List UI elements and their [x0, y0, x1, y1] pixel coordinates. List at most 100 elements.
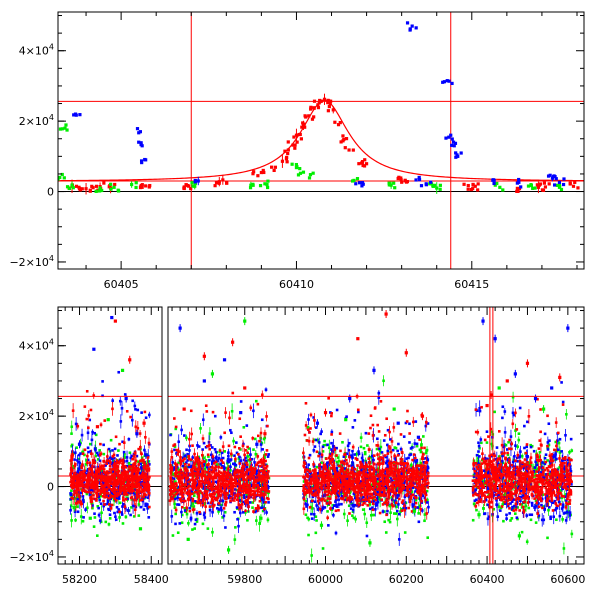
data-point: [187, 463, 191, 467]
data-point: [222, 475, 226, 478]
data-point: [184, 183, 188, 187]
data-point: [89, 468, 93, 471]
data-point: [206, 475, 210, 479]
data-point: [400, 180, 404, 184]
data-point: [232, 492, 235, 496]
data-point: [132, 491, 135, 494]
data-point: [134, 185, 138, 190]
data-point: [138, 432, 142, 435]
data-point: [97, 453, 100, 457]
data-point: [342, 512, 346, 516]
data-point: [261, 471, 265, 475]
data-point: [135, 454, 139, 458]
data-point: [387, 518, 390, 522]
data-point: [267, 476, 270, 480]
data-point: [108, 459, 111, 463]
data-point: [76, 510, 80, 514]
data-point: [109, 187, 113, 191]
data-point: [140, 490, 143, 494]
data-point: [254, 480, 258, 483]
data-point: [193, 481, 196, 484]
data-point: [359, 436, 363, 439]
data-point: [177, 449, 180, 453]
data-point: [224, 411, 227, 414]
data-point: [259, 443, 263, 446]
data-point: [87, 426, 90, 430]
data-point: [176, 453, 179, 456]
data-point: [338, 121, 342, 125]
data-point: [476, 182, 480, 186]
data-point: [188, 492, 192, 495]
data-point: [218, 499, 222, 503]
data-point: [243, 496, 246, 500]
data-point: [200, 462, 204, 465]
data-point: [354, 182, 358, 186]
data-point: [351, 426, 355, 429]
data-point: [116, 510, 120, 514]
data-point: [188, 506, 191, 510]
data-point: [181, 491, 185, 495]
data-point: [126, 480, 130, 484]
data-point: [144, 184, 148, 188]
x-tick-label: 60410: [279, 278, 314, 291]
data-point: [347, 504, 351, 508]
data-point: [69, 493, 73, 497]
data-point: [229, 465, 232, 469]
data-point: [286, 151, 290, 156]
data-point: [262, 497, 266, 501]
data-point: [328, 101, 332, 106]
bottom-plot-area: [58, 307, 584, 564]
data-point: [258, 521, 262, 525]
data-point: [91, 506, 94, 510]
data-point: [240, 475, 243, 478]
data-point: [133, 493, 136, 496]
data-point: [330, 508, 334, 511]
data-point: [180, 487, 184, 490]
data-point: [217, 508, 221, 511]
data-point: [91, 471, 94, 475]
data-point: [205, 463, 209, 467]
data-point: [215, 455, 218, 459]
data-point: [309, 105, 313, 109]
data-point: [203, 481, 206, 485]
data-point: [200, 482, 203, 486]
data-point: [76, 424, 80, 428]
data-point: [71, 466, 75, 470]
data-point: [145, 482, 149, 485]
data-point: [69, 504, 73, 507]
data-point: [392, 181, 396, 185]
data-point: [74, 518, 77, 522]
data-point: [89, 442, 92, 446]
data-point: [73, 497, 76, 500]
data-point: [265, 183, 269, 187]
data-point: [253, 461, 256, 464]
data-point: [206, 496, 209, 500]
data-point: [347, 148, 351, 152]
data-point: [94, 184, 99, 188]
data-point: [83, 469, 86, 473]
data-point: [259, 431, 263, 435]
data-point: [109, 507, 113, 510]
data-point: [242, 494, 246, 497]
data-point: [267, 453, 270, 456]
data-point: [261, 448, 264, 451]
data-point: [127, 509, 130, 513]
data-point: [194, 499, 197, 503]
data-point: [336, 123, 341, 127]
data-point: [273, 165, 278, 169]
data-point: [188, 493, 192, 497]
data-point: [177, 440, 181, 444]
data-point: [123, 505, 127, 508]
data-point: [257, 486, 260, 489]
data-point: [378, 447, 381, 451]
data-point: [257, 472, 261, 475]
data-point: [134, 408, 137, 411]
data-point: [214, 480, 218, 484]
data-point: [559, 187, 564, 192]
data-point: [345, 415, 348, 418]
data-point: [173, 486, 177, 490]
data-point: [222, 484, 225, 488]
data-point: [312, 449, 316, 452]
data-point: [71, 409, 75, 412]
